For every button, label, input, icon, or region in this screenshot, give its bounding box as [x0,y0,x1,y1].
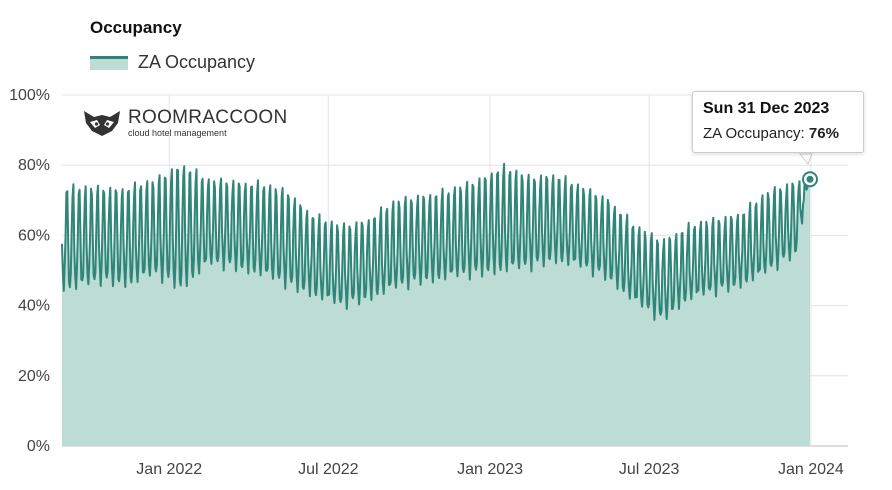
y-tick-label: 40% [18,298,50,315]
tooltip-pointer [798,153,813,165]
y-tick-label: 60% [18,227,50,244]
tooltip: Sun 31 Dec 2023 ZA Occupancy: 76% [692,91,864,153]
y-tick-label: 80% [18,157,50,174]
tooltip-date: Sun 31 Dec 2023 [703,100,830,117]
x-tick-label: Jan 2023 [457,461,523,478]
x-tick-label: Jul 2023 [619,461,680,478]
y-tick-label: 20% [18,368,50,385]
legend[interactable]: ZA Occupancy [90,52,255,73]
x-tick-label: Jan 2022 [136,461,202,478]
logo-wordmark: ROOMRACCOON [128,107,288,128]
tooltip-value: 76% [808,125,839,142]
chart-title: Occupancy [90,18,182,37]
series-line[interactable] [61,162,811,321]
hover-marker [806,175,814,183]
x-tick-label: Jan 2024 [778,461,844,478]
x-tick-label: Jul 2022 [298,461,359,478]
raccoon-icon [84,111,120,136]
legend-label: ZA Occupancy [138,52,256,72]
tooltip-series-label: ZA Occupancy: [703,125,805,142]
logo-tagline: cloud hotel management [128,128,227,138]
tooltip-value-line: ZA Occupancy: 76% [703,125,853,142]
area-series [61,162,811,447]
axes: 0% 20% 40% 60% 80% 100% Jan 2022 Jul 2022 Jan 20… [9,87,844,478]
brand-logo: ROOMRACCOON cloud hotel management [82,108,288,138]
y-tick-label: 0% [27,438,50,455]
area-fill [62,163,810,447]
legend-swatch [90,55,128,70]
hover-marker-layer [798,153,818,188]
y-tick-label: 100% [9,87,50,104]
